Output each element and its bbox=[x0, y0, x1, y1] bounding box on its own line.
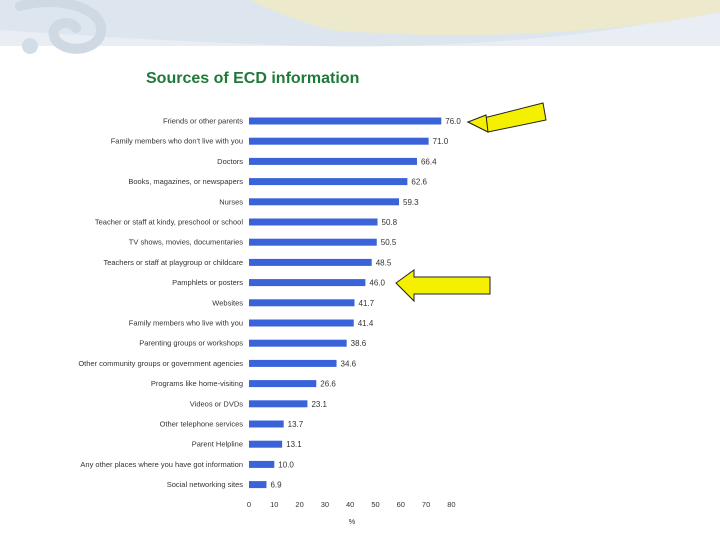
x-tick-label: 60 bbox=[397, 500, 405, 509]
value-label: 46.0 bbox=[369, 279, 385, 288]
bar bbox=[249, 299, 355, 307]
value-label: 41.4 bbox=[358, 319, 374, 328]
x-tick-label: 0 bbox=[247, 500, 251, 509]
value-label: 62.6 bbox=[411, 178, 427, 187]
bar bbox=[249, 137, 429, 145]
value-label: 48.5 bbox=[376, 258, 392, 267]
chart-title: Sources of ECD information bbox=[146, 70, 360, 87]
category-label: Other telephone services bbox=[160, 420, 244, 429]
bar bbox=[249, 400, 308, 408]
value-label: 71.0 bbox=[433, 137, 449, 146]
x-tick-label: 20 bbox=[295, 500, 303, 509]
value-label: 50.5 bbox=[381, 238, 397, 247]
category-label: Teacher or staff at kindy, preschool or … bbox=[95, 218, 243, 227]
x-tick-label: 30 bbox=[321, 500, 329, 509]
category-label: Parenting groups or workshops bbox=[139, 339, 243, 348]
header-logo-spiral bbox=[15, 0, 107, 54]
value-label: 6.9 bbox=[270, 481, 282, 490]
bar bbox=[249, 319, 354, 327]
category-label: Doctors bbox=[217, 157, 243, 166]
bar bbox=[249, 420, 284, 428]
bar bbox=[249, 218, 378, 226]
bar bbox=[249, 238, 377, 246]
category-labels: Friends or other parents Family members w… bbox=[78, 117, 243, 490]
category-label: Friends or other parents bbox=[163, 117, 243, 126]
x-tick-label: 80 bbox=[447, 500, 455, 509]
x-tick-label: 70 bbox=[422, 500, 430, 509]
category-label: Websites bbox=[212, 298, 243, 307]
highlight-arrow-1-head bbox=[466, 114, 489, 133]
bar bbox=[249, 178, 408, 186]
value-label: 59.3 bbox=[403, 198, 419, 207]
value-label: 23.1 bbox=[311, 400, 327, 409]
x-tick-label: 40 bbox=[346, 500, 354, 509]
category-label: Pamphlets or posters bbox=[172, 278, 243, 287]
category-label: Books, magazines, or newspapers bbox=[128, 177, 243, 186]
category-label: Videos or DVDs bbox=[190, 399, 243, 408]
category-label: Teachers or staff at playgroup or childc… bbox=[103, 258, 243, 267]
category-label: Nurses bbox=[219, 197, 243, 206]
highlight-arrow-2 bbox=[395, 269, 491, 303]
category-label: TV shows, movies, documentaries bbox=[129, 238, 243, 247]
category-label: Social networking sites bbox=[167, 480, 244, 489]
bar bbox=[249, 380, 317, 388]
x-tick-labels: 0 10 20 30 40 50 60 70 80 bbox=[247, 500, 456, 509]
value-label: 13.1 bbox=[286, 440, 302, 449]
bar bbox=[249, 359, 337, 367]
bar bbox=[249, 460, 275, 468]
value-label: 66.4 bbox=[421, 157, 437, 166]
bar bbox=[249, 440, 283, 448]
value-label: 10.0 bbox=[278, 460, 294, 469]
x-tick-label: 50 bbox=[371, 500, 379, 509]
value-labels: 76.0 71.0 66.4 62.6 59.3 50.8 50.5 48.5 46.0 41.7… bbox=[270, 117, 461, 490]
bar bbox=[249, 258, 372, 266]
header-logo-dot bbox=[22, 38, 38, 54]
bars bbox=[249, 117, 442, 489]
value-label: 34.6 bbox=[341, 359, 357, 368]
value-label: 38.6 bbox=[351, 339, 367, 348]
value-label: 26.6 bbox=[320, 380, 336, 389]
bar bbox=[249, 198, 400, 206]
value-label: 50.8 bbox=[382, 218, 398, 227]
x-axis-label: % bbox=[349, 517, 356, 526]
bar bbox=[249, 481, 267, 489]
bar bbox=[249, 339, 347, 347]
bar bbox=[249, 157, 417, 165]
x-tick-label: 10 bbox=[270, 500, 278, 509]
bar bbox=[249, 117, 442, 125]
category-label: Family members who don't live with you bbox=[111, 137, 243, 146]
value-label: 13.7 bbox=[288, 420, 304, 429]
category-label: Parent Helpline bbox=[192, 440, 243, 449]
category-label: Programs like home-visiting bbox=[151, 379, 243, 388]
header-decoration bbox=[0, 0, 720, 54]
value-label: 41.7 bbox=[359, 299, 375, 308]
header-gold-swoosh bbox=[250, 0, 720, 36]
category-label: Other community groups or government age… bbox=[78, 359, 243, 368]
category-label: Any other places where you have got info… bbox=[80, 460, 243, 469]
value-label: 76.0 bbox=[445, 117, 461, 126]
category-label: Family members who live with you bbox=[129, 319, 243, 328]
bar bbox=[249, 279, 366, 287]
